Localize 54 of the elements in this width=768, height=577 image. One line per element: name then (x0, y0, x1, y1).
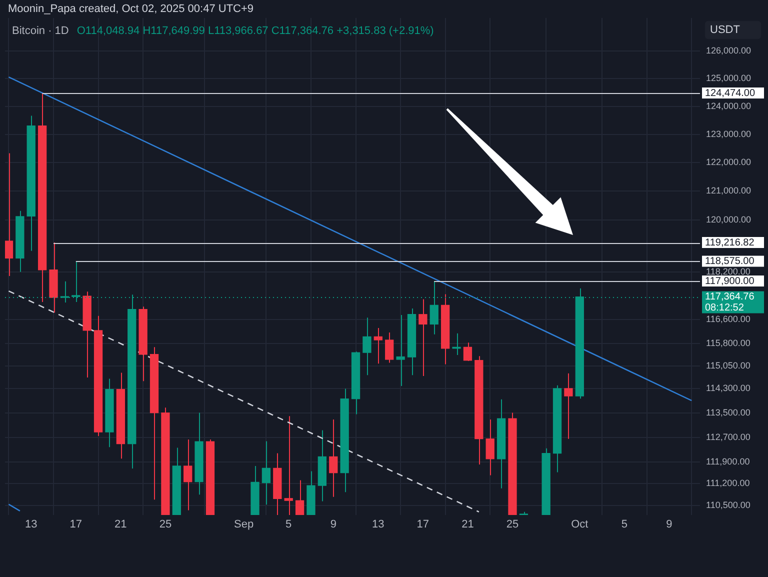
text: Moonin_Papa created, Oct 02, 2025 00:47 UTC+9 (8, 3, 254, 15)
candlestick (374, 328, 382, 364)
candlestick (362, 317, 372, 376)
y-tick-label: 110,500.00 (706, 500, 750, 510)
x-tick-label: Oct (571, 518, 588, 531)
candlestick (329, 419, 338, 498)
text: Bitcoin · 1D (12, 25, 69, 37)
x-tick-label: 21 (114, 518, 127, 531)
y-tick-label: 113,500.00 (706, 407, 750, 418)
candlestick (564, 372, 573, 440)
candlestick (262, 440, 271, 506)
x-tick-label: 25 (159, 518, 172, 531)
y-tick-label: 120,000.00 (706, 214, 752, 224)
candlestick (486, 419, 494, 476)
ref-line-label: 117,364.76 08:12:52 (705, 292, 755, 314)
y-tick-label: 112,700.00 (706, 432, 750, 442)
y-tick-label: 111,900.00 (706, 456, 750, 466)
x-tick-label: 25 (506, 518, 519, 531)
y-tick-label: 111,200.00 (706, 478, 750, 488)
y-tick-label: 125,000.00 (706, 72, 752, 83)
candlestick (463, 342, 472, 362)
text: O114,048.94 H117,649.99 L113,966.67 C117,364.76 +3,315.83 (+2.91%) (76, 25, 434, 37)
candlestick (295, 480, 304, 515)
x-tick-label: 5 (621, 518, 628, 531)
candlestick (396, 314, 405, 387)
x-tick-label: 9 (666, 518, 672, 531)
candlestick (284, 416, 293, 515)
ref-line-label: 118,575.00 (705, 256, 755, 267)
ref-line-label: 124,474.00 (705, 88, 756, 99)
x-tick-label: 13 (372, 518, 384, 531)
y-tick-label: 124,000.00 (706, 100, 752, 111)
candlestick (5, 152, 14, 277)
x-tick-label: 17 (416, 518, 430, 531)
x-tick-label: Sep (234, 518, 254, 531)
y-tick-label: 116,600.00 (706, 314, 750, 324)
candlestick (184, 438, 192, 511)
y-axis-title: USDT (705, 21, 761, 39)
candlestick (418, 298, 428, 377)
y-tick-label: 121,000.00 (706, 186, 752, 196)
y-tick-label: 118,200.00 (706, 266, 750, 277)
ref-line-label: 117,900.00 (705, 276, 755, 287)
y-tick-label: 115,050.00 (706, 360, 750, 370)
x-tick-label: 13 (24, 518, 38, 531)
y-tick-label: 115,800.00 (706, 338, 750, 348)
y-tick-label: 114,300.00 (706, 382, 750, 393)
y-tick-label: 126,000.00 (706, 45, 752, 56)
x-tick-label: 21 (462, 518, 474, 531)
x-tick-label: 17 (70, 518, 82, 531)
y-tick-label: 122,000.00 (706, 157, 752, 168)
ref-line-label: 119,216.82 (705, 237, 755, 248)
y-tick-label: 123,000.00 (706, 128, 752, 139)
x-tick-label: 5 (286, 518, 292, 531)
candlestick (385, 332, 394, 364)
x-tick-label: 9 (330, 518, 336, 531)
